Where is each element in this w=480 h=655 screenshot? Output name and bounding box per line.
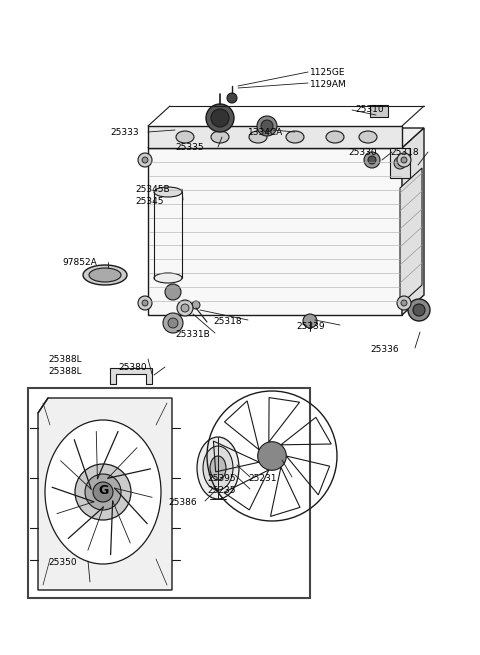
Circle shape (93, 482, 113, 502)
Circle shape (165, 284, 181, 300)
Ellipse shape (203, 446, 233, 490)
Text: 97852A: 97852A (62, 258, 97, 267)
Circle shape (138, 296, 152, 310)
Ellipse shape (211, 131, 229, 143)
Circle shape (168, 318, 178, 328)
Circle shape (206, 104, 234, 132)
Text: 25336: 25336 (370, 345, 398, 354)
Polygon shape (148, 148, 402, 315)
Circle shape (211, 109, 229, 127)
Ellipse shape (89, 268, 121, 282)
Text: 25335: 25335 (175, 143, 204, 152)
Text: 25333: 25333 (110, 128, 139, 137)
Ellipse shape (326, 131, 344, 143)
Ellipse shape (359, 131, 377, 143)
Text: 25339: 25339 (296, 322, 324, 331)
Circle shape (303, 314, 317, 328)
Bar (28, 388, 310, 598)
Text: 25350: 25350 (48, 558, 77, 567)
Bar (148, 126, 402, 148)
Circle shape (257, 116, 277, 136)
Ellipse shape (249, 131, 267, 143)
Circle shape (364, 152, 380, 168)
Text: 25395: 25395 (207, 474, 236, 483)
Circle shape (261, 120, 273, 132)
Text: 25388L: 25388L (48, 355, 82, 364)
Ellipse shape (176, 131, 194, 143)
Circle shape (85, 474, 121, 510)
Ellipse shape (45, 420, 161, 564)
Circle shape (142, 300, 148, 306)
Circle shape (181, 304, 189, 312)
Circle shape (401, 157, 407, 163)
Text: 1129AM: 1129AM (310, 80, 347, 89)
Ellipse shape (154, 187, 182, 197)
Text: G: G (98, 484, 108, 497)
Polygon shape (38, 398, 172, 590)
Circle shape (163, 313, 183, 333)
Circle shape (368, 156, 376, 164)
Circle shape (397, 153, 411, 167)
Polygon shape (400, 168, 422, 305)
Bar (390, 148, 410, 178)
Text: 25330: 25330 (348, 148, 377, 157)
Ellipse shape (286, 131, 304, 143)
Circle shape (397, 296, 411, 310)
Circle shape (258, 441, 286, 470)
Circle shape (401, 300, 407, 306)
Circle shape (192, 301, 200, 309)
Circle shape (138, 153, 152, 167)
Circle shape (142, 157, 148, 163)
Text: 1125GE: 1125GE (310, 68, 346, 77)
Text: 25310: 25310 (355, 105, 384, 114)
Circle shape (75, 464, 131, 520)
Circle shape (413, 304, 425, 316)
Polygon shape (148, 128, 424, 148)
Ellipse shape (154, 273, 182, 283)
Text: 25235: 25235 (207, 486, 236, 495)
Text: 25345B: 25345B (135, 185, 169, 194)
Ellipse shape (210, 456, 226, 480)
Text: 25231: 25231 (248, 474, 276, 483)
Circle shape (227, 93, 237, 103)
Circle shape (408, 299, 430, 321)
Text: 25345: 25345 (135, 197, 164, 206)
Circle shape (394, 157, 406, 169)
Text: 25331B: 25331B (175, 330, 210, 339)
Circle shape (177, 300, 193, 316)
Polygon shape (402, 128, 424, 315)
Ellipse shape (197, 437, 239, 499)
Text: 25318: 25318 (213, 317, 241, 326)
Text: 1334CA: 1334CA (248, 128, 283, 137)
Text: 25388L: 25388L (48, 367, 82, 376)
Polygon shape (110, 368, 152, 384)
Ellipse shape (83, 265, 127, 285)
Text: 25380: 25380 (118, 363, 146, 372)
Text: 25318: 25318 (390, 148, 419, 157)
Text: 25386: 25386 (168, 498, 197, 507)
Bar (370, 105, 388, 117)
